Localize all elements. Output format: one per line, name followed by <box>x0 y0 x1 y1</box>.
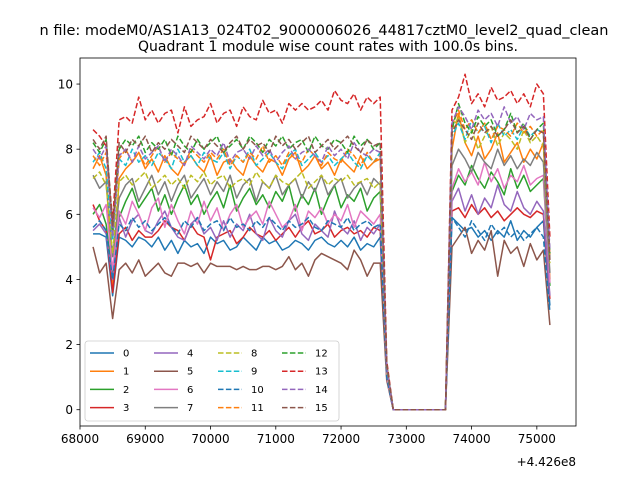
series-line-5 <box>92 226 551 411</box>
series-line-1 <box>92 112 551 411</box>
series-line-15 <box>92 119 551 411</box>
series-line-13 <box>92 73 551 411</box>
series-line-14 <box>92 106 551 411</box>
series-line-2 <box>92 164 551 411</box>
legend-label-14: 14 <box>315 385 328 396</box>
legend-label-10: 10 <box>251 385 264 396</box>
legend-box <box>84 340 340 422</box>
x-tick-label: 69000 <box>126 432 164 446</box>
legend-label-12: 12 <box>315 349 328 360</box>
y-tick-label: 0 <box>65 403 73 417</box>
legend-label-15: 15 <box>315 403 328 414</box>
legend-label-9: 9 <box>251 367 257 378</box>
axes-frame <box>79 57 577 427</box>
legend-label-11: 11 <box>251 403 264 414</box>
x-tick-label: 68000 <box>61 432 99 446</box>
series-line-0 <box>93 216 551 411</box>
x-tick-label: 71000 <box>257 432 295 446</box>
x-tick-label: 72000 <box>322 432 360 446</box>
legend-label-7: 7 <box>187 403 193 414</box>
figure-suptitle: n file: modeM0/AS1A13_024T02_9000006026_… <box>40 23 609 39</box>
y-tick-label: 10 <box>58 78 73 92</box>
y-tick-label: 8 <box>65 143 73 157</box>
chart-title: Quadrant 1 module wise count rates with … <box>138 39 518 55</box>
legend-label-3: 3 <box>123 403 129 414</box>
legend-label-1: 1 <box>123 367 129 378</box>
legend-label-8: 8 <box>251 349 257 360</box>
legend-label-0: 0 <box>123 349 129 360</box>
series-line-11 <box>92 109 551 411</box>
y-tick-label: 6 <box>65 208 73 222</box>
y-tick-label: 2 <box>65 338 73 352</box>
x-tick-label: 74000 <box>452 432 490 446</box>
x-offset-label: +4.426e8 <box>517 455 576 469</box>
series-line-6 <box>92 161 551 411</box>
legend-label-5: 5 <box>187 367 193 378</box>
x-tick-label: 70000 <box>191 432 229 446</box>
legend-label-13: 13 <box>315 367 328 378</box>
plot-area: 68000 69000 70000 71000 72000 73000 74000 75000… <box>58 57 577 446</box>
legend-label-2: 2 <box>123 385 129 396</box>
x-tick-label: 73000 <box>387 432 425 446</box>
series-line-10 <box>92 216 551 411</box>
legend-label-4: 4 <box>187 349 193 360</box>
series-lines <box>92 73 551 411</box>
x-tick-label: 75000 <box>518 432 556 446</box>
y-tick-label: 4 <box>65 273 73 287</box>
series-line-8 <box>92 115 551 411</box>
legend-label-6: 6 <box>187 385 193 396</box>
